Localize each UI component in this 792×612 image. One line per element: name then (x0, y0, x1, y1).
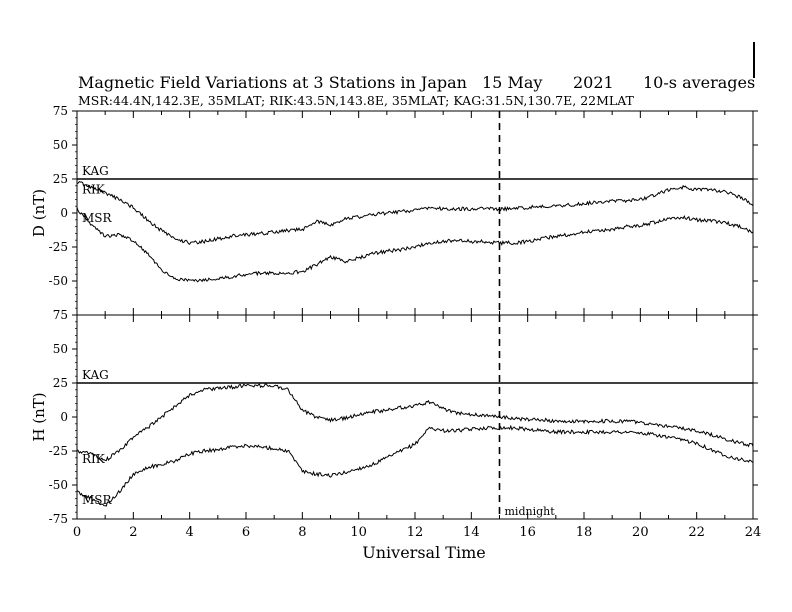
y-tick-label: -50 (49, 478, 68, 492)
y-tick-label: 0 (60, 410, 68, 424)
y-tick-label: -75 (49, 512, 68, 526)
d-kag-label: KAG (82, 164, 109, 178)
h-kag-label: KAG (82, 368, 109, 382)
chart-marks: KAG RIK MSR midnight KAG RIK MSR (76, 111, 754, 519)
x-tick-label: 14 (463, 525, 480, 540)
y-tick-label: 75 (53, 104, 68, 118)
y-tick-label: -25 (49, 444, 68, 458)
d-rik-label: RIK (82, 183, 106, 197)
y-tick-label: 25 (53, 376, 68, 390)
x-tick-label: 24 (745, 525, 762, 540)
y-tick-label: -25 (49, 240, 68, 254)
y-tick-label: 50 (53, 342, 68, 356)
d-msr-label: MSR (82, 211, 113, 225)
y-tick-label: 0 (60, 206, 68, 220)
d-msr-line (76, 207, 754, 283)
y-tick-label: -50 (49, 274, 68, 288)
x-tick-label: 12 (407, 525, 424, 540)
y-tick-label: 75 (53, 308, 68, 322)
h-rik-label: RIK (82, 452, 106, 466)
h-panel-frame (76, 314, 754, 520)
chart-date: 15 May (482, 73, 542, 92)
y-tick-label: 50 (53, 138, 68, 152)
x-tick-label: 2 (129, 525, 137, 540)
y-tick-label: 25 (53, 172, 68, 186)
station-info: MSR:44.4N,142.3E, 35MLAT; RIK:43.5N,143.… (78, 93, 635, 108)
x-tick-label: 20 (632, 525, 649, 540)
x-tick-label: 6 (242, 525, 250, 540)
h-msr-line (76, 424, 754, 507)
h-msr-label: MSR (82, 493, 113, 507)
chart-averaging: 10-s averages (643, 73, 755, 92)
x-axis-label: Universal Time (362, 543, 485, 562)
x-tick-label: 16 (519, 525, 536, 540)
h-panel-ylabel: H (nT) (30, 392, 48, 441)
d-panel-frame (76, 110, 754, 316)
chart-title: Magnetic Field Variations at 3 Stations … (78, 73, 467, 92)
x-tick-label: 4 (186, 525, 194, 540)
x-tick-label: 10 (350, 525, 367, 540)
midnight-label: midnight (505, 505, 556, 518)
x-tick-label: 18 (576, 525, 593, 540)
x-tick-label: 22 (688, 525, 705, 540)
x-tick-label: 0 (73, 525, 81, 540)
x-tick-label: 8 (298, 525, 306, 540)
d-rik-line (76, 180, 754, 245)
d-panel-ylabel: D (nT) (30, 189, 48, 237)
h-rik-line (76, 383, 754, 462)
chart-year: 2021 (573, 73, 614, 92)
